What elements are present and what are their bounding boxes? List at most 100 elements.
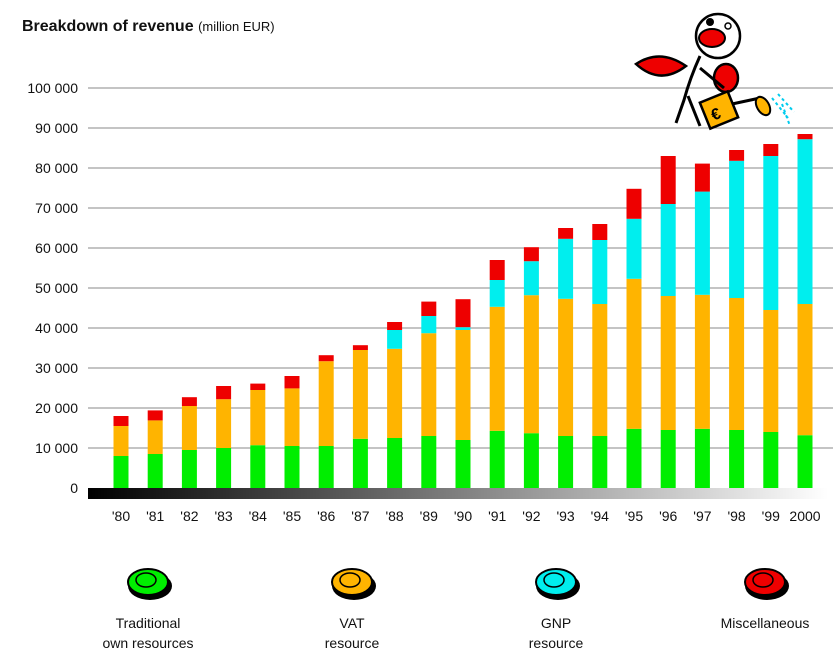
bar-segment bbox=[284, 446, 300, 488]
y-tick-label: 70 000 bbox=[35, 200, 78, 216]
bar-segment bbox=[592, 240, 608, 304]
legend-label: resource bbox=[325, 635, 380, 651]
legend-label: Miscellaneous bbox=[721, 615, 810, 631]
bar-segment bbox=[489, 280, 505, 307]
x-tick-label: '89 bbox=[420, 508, 438, 524]
x-tick-label: '97 bbox=[693, 508, 711, 524]
euro-icon bbox=[752, 572, 774, 588]
bar-segment bbox=[250, 390, 266, 446]
bar-segment bbox=[181, 450, 197, 488]
bar-segment bbox=[660, 204, 676, 296]
bar-segment bbox=[797, 304, 813, 436]
bar-segment bbox=[694, 428, 710, 488]
bar-segment bbox=[216, 399, 232, 448]
x-tick-label: '83 bbox=[214, 508, 232, 524]
bar-segment bbox=[421, 436, 437, 488]
bar-segment bbox=[489, 306, 505, 431]
x-tick-label: 2000 bbox=[789, 508, 820, 524]
legend-label: GNP bbox=[541, 615, 571, 631]
y-tick-label: 30 000 bbox=[35, 360, 78, 376]
euro-icon bbox=[339, 572, 361, 588]
legend: Traditional own resources VAT resource GNP re… bbox=[102, 568, 810, 651]
x-tick-label: '90 bbox=[454, 508, 472, 524]
bar-segment bbox=[523, 261, 539, 296]
bar-segment bbox=[558, 228, 574, 239]
bar-segment bbox=[660, 430, 676, 488]
bar-segment bbox=[729, 160, 745, 298]
x-tick-label: '84 bbox=[249, 508, 267, 524]
bar-segment bbox=[250, 445, 266, 488]
bar-segment bbox=[421, 301, 437, 316]
bar-segment bbox=[694, 294, 710, 429]
bar-segment bbox=[797, 139, 813, 304]
x-tick-label: '81 bbox=[146, 508, 164, 524]
bar-segment bbox=[455, 440, 471, 488]
bar-segment bbox=[318, 361, 334, 446]
x-tick-label: '93 bbox=[556, 508, 574, 524]
x-tick-label: '96 bbox=[659, 508, 677, 524]
bar-segment bbox=[660, 156, 676, 204]
bar-segment bbox=[181, 406, 197, 450]
bar-segment bbox=[250, 383, 266, 390]
bar-segment bbox=[318, 446, 334, 488]
y-tick-label: 0 bbox=[70, 480, 78, 496]
bar-segment bbox=[387, 330, 403, 349]
chart-unit: (million EUR) bbox=[198, 19, 275, 34]
x-tick-label: '91 bbox=[488, 508, 506, 524]
mascot-illustration: € bbox=[633, 12, 795, 131]
bar-segment bbox=[729, 150, 745, 161]
bar-segment bbox=[147, 410, 163, 421]
y-tick-label: 40 000 bbox=[35, 320, 78, 336]
euro-icon bbox=[543, 572, 565, 588]
y-tick-label: 50 000 bbox=[35, 280, 78, 296]
bar-segment bbox=[626, 278, 642, 429]
bar-segment bbox=[455, 327, 471, 330]
bar-segment bbox=[797, 134, 813, 140]
y-tick-label: 100 000 bbox=[27, 80, 78, 96]
bar-segment bbox=[626, 218, 642, 279]
bar-segment bbox=[489, 260, 505, 280]
x-axis-ticks: '80 '81 '82 '83 '84 '85 '86 '87 '88 '89 '90 '91 '92 '… bbox=[112, 508, 821, 524]
x-tick-label: '82 bbox=[180, 508, 198, 524]
bar-segment bbox=[284, 388, 300, 446]
y-tick-label: 90 000 bbox=[35, 120, 78, 136]
bar-segment bbox=[626, 188, 642, 219]
bar-segment bbox=[694, 191, 710, 295]
bar-segment bbox=[387, 348, 403, 438]
legend-label: VAT bbox=[339, 615, 365, 631]
bar-segment bbox=[387, 438, 403, 488]
bar-segment bbox=[694, 163, 710, 192]
x-tick-label: '99 bbox=[762, 508, 780, 524]
bar-segment bbox=[558, 298, 574, 436]
bar-segment bbox=[147, 420, 163, 454]
bar-segment bbox=[660, 296, 676, 430]
x-tick-label: '94 bbox=[591, 508, 609, 524]
baseline-gradient bbox=[88, 488, 828, 499]
bar-segment bbox=[181, 397, 197, 406]
bar-segment bbox=[421, 333, 437, 436]
bar-segment bbox=[489, 430, 505, 488]
bar-segment bbox=[318, 355, 334, 362]
x-tick-label: '92 bbox=[522, 508, 540, 524]
bar-segment bbox=[352, 438, 368, 488]
x-tick-label: '85 bbox=[283, 508, 301, 524]
bar-segment bbox=[558, 238, 574, 299]
bar-segment bbox=[763, 310, 779, 432]
bar-segment bbox=[729, 430, 745, 488]
bar-segment bbox=[797, 435, 813, 488]
bar-segment bbox=[387, 322, 403, 330]
legend-label: resource bbox=[529, 635, 584, 651]
bar-segment bbox=[523, 295, 539, 434]
bar-segment bbox=[763, 156, 779, 310]
y-axis-ticks: 0 10 000 20 000 30 000 40 000 50 000 60 000 70 … bbox=[27, 80, 78, 496]
x-tick-label: '86 bbox=[317, 508, 335, 524]
bar-segment bbox=[147, 454, 163, 488]
bar-segment bbox=[592, 436, 608, 488]
bar-segment bbox=[113, 456, 129, 488]
bar-segment bbox=[113, 416, 129, 426]
bars-group bbox=[113, 134, 813, 488]
bar-segment bbox=[523, 247, 539, 262]
bar-segment bbox=[216, 448, 232, 488]
bar-segment bbox=[455, 330, 471, 440]
